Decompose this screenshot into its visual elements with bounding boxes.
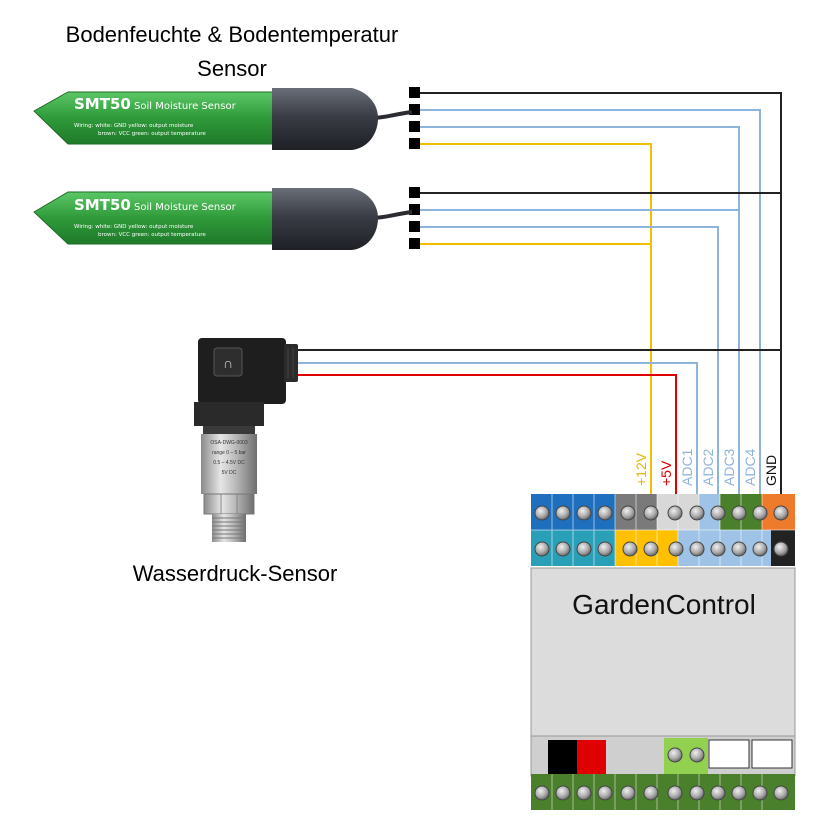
wire-probe1-adc bbox=[415, 109, 761, 530]
probe-1-name: Soil Moisture Sensor bbox=[134, 101, 237, 112]
wire-probe1-adc2 bbox=[415, 126, 740, 530]
probe-2-wiring-2: brown: VCC green: output temperature bbox=[98, 232, 206, 238]
wire-end-markers bbox=[409, 87, 420, 249]
label-adc4: ADC4 bbox=[742, 448, 758, 486]
wire-probe1-gnd bbox=[415, 92, 782, 530]
label-5v: +5V bbox=[658, 460, 674, 486]
probe-1-wiring-2: brown: VCC green: output temperature bbox=[98, 131, 206, 137]
wire-pressure-5v bbox=[298, 374, 677, 530]
label-adc3: ADC3 bbox=[721, 448, 737, 486]
controller-label: GardenControl bbox=[572, 589, 756, 620]
svg-text:range 0 – 5 bar: range 0 – 5 bar bbox=[212, 450, 246, 456]
probe-2-model: SMT50 bbox=[74, 196, 131, 214]
svg-text:OSA-DWG-0003: OSA-DWG-0003 bbox=[210, 440, 247, 446]
title-line-1: Bodenfeuchte & Bodentemperatur bbox=[66, 22, 399, 47]
pressure-sensor: ∩ OSA-DWG-0003 range 0 – 5 bar 0.5 – 4.5… bbox=[194, 338, 298, 542]
soil-moisture-probe-2: SMT50 Soil Moisture Sensor Wiring: white… bbox=[33, 188, 413, 250]
probe-1-model: SMT50 bbox=[74, 95, 131, 113]
svg-text:5V DC: 5V DC bbox=[222, 470, 237, 476]
probe-2-wiring-1: Wiring: white: GND yellow: output moistu… bbox=[74, 224, 194, 230]
title-line-2: Sensor bbox=[197, 56, 267, 81]
wire-pressure-adc bbox=[298, 362, 698, 530]
probe-2-name: Soil Moisture Sensor bbox=[134, 202, 237, 213]
pressure-sensor-label: Wasserdruck-Sensor bbox=[133, 561, 338, 586]
svg-text:0.5 – 4.5V DC: 0.5 – 4.5V DC bbox=[213, 460, 245, 466]
wires bbox=[298, 92, 782, 530]
svg-text:∩: ∩ bbox=[223, 355, 233, 371]
label-adc2: ADC2 bbox=[700, 448, 716, 486]
label-adc1: ADC1 bbox=[679, 448, 695, 486]
wire-probe1-12v bbox=[415, 143, 652, 530]
label-gnd: GND bbox=[763, 455, 779, 486]
terminal-labels: +12V +5V ADC1 ADC2 ADC3 ADC4 GND bbox=[633, 448, 779, 486]
label-12v: +12V bbox=[633, 452, 649, 486]
gardencontrol-controller: GardenControl bbox=[530, 494, 796, 810]
probe-1-wiring-1: Wiring: white: GND yellow: output moistu… bbox=[74, 123, 194, 129]
wire-probe2-adc2 bbox=[415, 226, 719, 530]
soil-moisture-probe-1: SMT50 Soil Moisture Sensor Wiring: white… bbox=[33, 88, 413, 150]
